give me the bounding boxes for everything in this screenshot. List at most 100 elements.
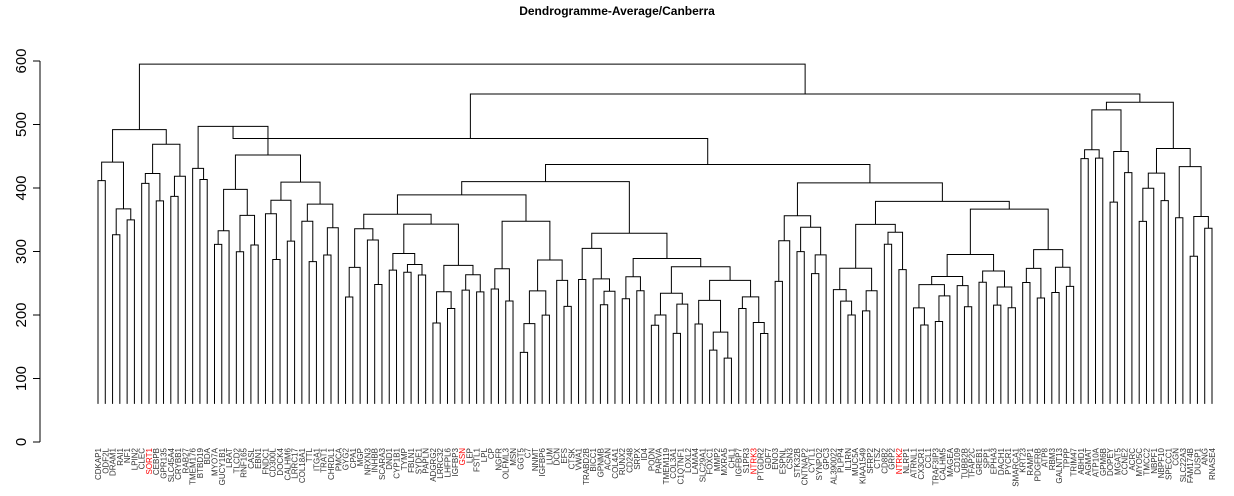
leaf-label: SFRP2 bbox=[866, 447, 875, 473]
dendrogram-link bbox=[800, 226, 822, 255]
dendrogram-link bbox=[112, 129, 167, 163]
dendrogram-link bbox=[173, 175, 186, 404]
dendrogram-link bbox=[461, 181, 630, 234]
leaf-label: TPPP bbox=[1062, 448, 1071, 469]
dendrogram-link bbox=[847, 314, 856, 404]
dendrogram-link bbox=[625, 276, 641, 299]
leaf-label: ATRNL1 bbox=[909, 447, 918, 478]
leaf-label: IGFBP6 bbox=[538, 447, 547, 476]
leaf-label: PODN bbox=[647, 448, 656, 471]
dendrogram-link bbox=[141, 182, 150, 404]
leaf-label: SPP1 bbox=[982, 447, 991, 468]
dendrogram-link bbox=[938, 295, 951, 404]
dendrogram-link bbox=[592, 278, 610, 404]
leaf-label: IL1RN bbox=[844, 448, 853, 471]
dendrogram-link bbox=[993, 304, 1002, 404]
dendrogram-link bbox=[1193, 215, 1209, 257]
leaf-label: PMCA bbox=[334, 447, 343, 471]
leaf-label: KRT23 bbox=[1019, 447, 1028, 472]
dendrogram-link bbox=[490, 288, 499, 404]
dendrogram-link bbox=[388, 269, 398, 404]
leaf-label: LUM bbox=[545, 448, 554, 465]
dendrogram-link bbox=[563, 305, 572, 404]
leaf-label: TMEM176 bbox=[189, 447, 198, 484]
dendrogram-link bbox=[403, 223, 459, 266]
leaf-label: S1PR3 bbox=[742, 447, 751, 473]
dendrogram-link bbox=[354, 228, 374, 268]
leaf-label: ENO3 bbox=[771, 447, 780, 469]
dendrogram-link bbox=[138, 63, 806, 130]
leaf-label: CD109 bbox=[953, 447, 962, 472]
dendrogram-link bbox=[650, 324, 660, 404]
dendrogram-link bbox=[1022, 282, 1031, 404]
leaf-label: MAGEA bbox=[946, 447, 955, 477]
leaf-label: SCARA3 bbox=[378, 447, 387, 480]
dendrogram-link bbox=[223, 188, 248, 231]
dendrogram-link bbox=[301, 220, 314, 404]
leaf-label: TFAP2C bbox=[968, 448, 977, 478]
leaf-label: CEBPB bbox=[152, 448, 161, 475]
dendrogram-link bbox=[898, 269, 907, 404]
leaf-label: LAMA4 bbox=[691, 447, 700, 474]
dendrogram-link bbox=[461, 289, 470, 404]
leaf-label: LEP bbox=[465, 448, 474, 463]
leaf-label: ITGA1 bbox=[312, 447, 321, 471]
dendrogram-link bbox=[270, 199, 292, 242]
leaf-label: MYO7A bbox=[210, 447, 219, 476]
leaf-label: FNDC1 bbox=[261, 447, 270, 474]
leaf-label: BICC1 bbox=[589, 447, 598, 471]
dendrogram-link bbox=[1155, 147, 1191, 174]
dendrogram-link bbox=[348, 266, 361, 404]
leaf-label: GRP2 bbox=[888, 447, 897, 469]
dendrogram-link bbox=[537, 259, 563, 291]
dendrogram-link bbox=[874, 200, 1010, 225]
dendrogram-link bbox=[170, 195, 179, 404]
leaf-label: MUC5A bbox=[851, 447, 860, 476]
dendrogram-link bbox=[366, 239, 379, 404]
dendrogram-link bbox=[654, 314, 667, 404]
dendrogram-link bbox=[1105, 101, 1174, 149]
dendrogram-link bbox=[1054, 266, 1071, 293]
dendrogram-link bbox=[199, 179, 208, 404]
leaf-label: COL4A1 bbox=[611, 447, 620, 478]
leaf-label: VWA1 bbox=[575, 447, 584, 470]
dendrogram-link bbox=[760, 332, 769, 404]
leaf-label: CCNE2 bbox=[1121, 447, 1130, 475]
leaf-label: GGT5 bbox=[516, 447, 525, 469]
leaf-label: CTSK bbox=[567, 447, 576, 469]
dendrogram-link bbox=[417, 274, 427, 404]
dendrogram-link bbox=[956, 285, 969, 404]
leaf-labels: CDKAP1ODF2LDRAM1RAI1NF1LPIN2CLECSORT1CEB… bbox=[94, 447, 1217, 486]
leaf-label: STK32B bbox=[793, 448, 802, 478]
leaf-label: CP bbox=[487, 448, 496, 459]
leaf-label: TYMP bbox=[400, 448, 409, 470]
dendrogram-link bbox=[235, 251, 245, 404]
leaf-label: MSN bbox=[509, 448, 518, 466]
dendrogram-link bbox=[1080, 158, 1089, 404]
leaf-label: CD8B2 bbox=[880, 447, 889, 473]
leaf-label: RNASE4 bbox=[1208, 447, 1217, 480]
dendrogram-link bbox=[392, 252, 416, 271]
dendrogram-link bbox=[723, 357, 732, 404]
leaf-label: TMEM119 bbox=[662, 447, 671, 484]
leaf-label: AGMAT bbox=[1084, 448, 1093, 476]
leaf-label: SORT1 bbox=[145, 447, 154, 474]
leaf-label: PAPLN bbox=[422, 448, 431, 474]
leaf-label: ESPNL bbox=[778, 447, 787, 474]
dendrogram-branches bbox=[97, 63, 1213, 404]
leaf-label: PLPP4 bbox=[837, 447, 846, 472]
leaf-label: CNTNAP2 bbox=[800, 447, 809, 485]
leaf-label: CTSZ bbox=[873, 448, 882, 469]
dendrogram-link bbox=[432, 322, 441, 404]
dendrogram-link bbox=[712, 331, 729, 359]
leaf-label: ACAN bbox=[604, 448, 613, 470]
leaf-label: CCL1 bbox=[924, 447, 933, 468]
dendrogram-link bbox=[694, 323, 703, 404]
leaf-label: GPR135 bbox=[160, 447, 169, 478]
leaf-label: CDKAP1 bbox=[94, 447, 103, 480]
dendrogram-link bbox=[982, 270, 1005, 287]
leaf-label: LOXL2 bbox=[684, 447, 693, 472]
leaf-label: CALHM6 bbox=[283, 447, 292, 480]
leaf-label: CASL bbox=[247, 447, 256, 468]
leaf-label: RAMP1 bbox=[1026, 447, 1035, 475]
